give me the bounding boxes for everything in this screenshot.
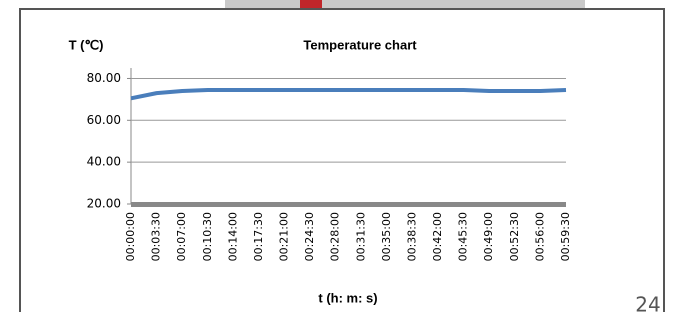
x-tick-label: 00:14:00 [226, 212, 239, 261]
x-tick-label: 00:38:30 [405, 212, 418, 261]
photo-red [300, 0, 322, 9]
y-axis-title: T (℃) [69, 37, 104, 52]
x-tick-label: 00:17:30 [252, 212, 265, 261]
y-tick-label: 80.00 [87, 71, 121, 85]
x-tick-label: 00:49:00 [482, 212, 495, 261]
x-tick-label: 00:59:30 [559, 212, 572, 261]
x-tick-label: 00:52:30 [508, 212, 521, 261]
x-tick-label: 00:21:00 [278, 212, 291, 261]
x-tick-label: 00:56:00 [533, 212, 546, 261]
y-tick-label: 20.00 [87, 197, 121, 211]
x-tick-label: 00:31:30 [354, 212, 367, 261]
x-axis-title: t (h: m: s) [318, 290, 377, 305]
page-canvas: Temperature chart T (℃) t (h: m: s) 24 2… [0, 0, 680, 312]
x-tick-label: 00:03:30 [150, 212, 163, 261]
page: Temperature chart T (℃) t (h: m: s) 24 2… [0, 0, 680, 312]
x-tick-label: 00:10:30 [201, 212, 214, 261]
x-tick-label: 00:35:00 [380, 212, 393, 261]
x-axis-band [131, 202, 566, 207]
x-tick-label: 00:42:00 [431, 212, 444, 261]
x-tick-label: 00:45:30 [457, 212, 470, 261]
photo-strip [225, 0, 585, 9]
x-tick-label: 00:07:00 [175, 212, 188, 261]
page-number: 24 [635, 293, 660, 312]
x-tick-label: 00:24:30 [303, 212, 316, 261]
x-tick-label: 00:00:00 [124, 212, 137, 261]
chart-title: Temperature chart [303, 37, 417, 52]
y-tick-label: 60.00 [87, 113, 121, 127]
x-tick-label: 00:28:00 [329, 212, 342, 261]
y-tick-label: 40.00 [87, 155, 121, 169]
